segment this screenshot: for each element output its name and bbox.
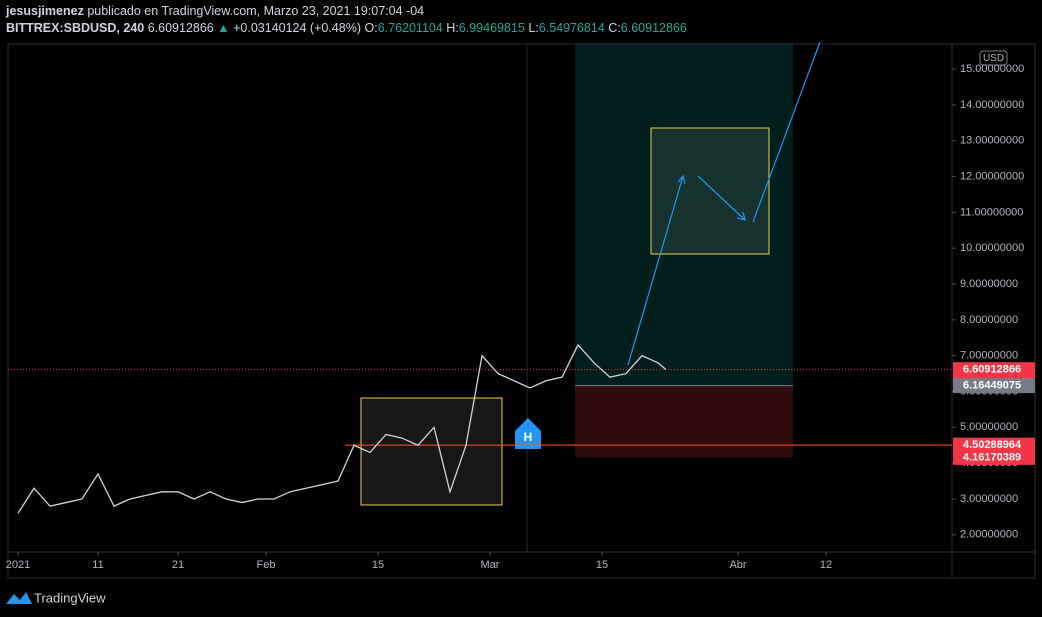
x-tick-label: 12	[820, 559, 832, 571]
last-price: 6.60912866	[148, 21, 214, 35]
ohlc-value: 6.60912866	[621, 21, 687, 35]
logo-text: TradingView	[34, 590, 106, 605]
currency: USD	[983, 53, 1004, 64]
arrow	[627, 174, 686, 366]
y-tick-label: 13.00000000	[960, 135, 1024, 147]
annotation-box	[360, 397, 503, 506]
price-label: 6.16449075	[963, 380, 1021, 392]
target-zone	[575, 44, 793, 386]
arrows	[627, 41, 821, 366]
currency-badge	[979, 50, 1008, 66]
y-tick-label: 8.00000000	[960, 314, 1018, 326]
change: +0.03140124 (+0.48%)	[233, 21, 361, 35]
annotation-box	[650, 127, 770, 255]
y-tick-label: 10.00000000	[960, 242, 1024, 254]
stop-zone	[575, 385, 793, 458]
header-line: BITTREX:SBDUSD, 240 6.60912866 ▲ +0.0314…	[6, 21, 687, 35]
x-tick-label: 15	[372, 559, 384, 571]
price-label-box	[953, 378, 1035, 394]
price-label: 4.16170389	[963, 451, 1021, 463]
published: publicado en TradingView.com, Marzo 23, …	[87, 4, 424, 18]
change-arrow: ▲	[217, 21, 229, 35]
price-label-box	[953, 449, 1035, 465]
y-tick-label: 5.00000000	[960, 421, 1018, 433]
y-tick-label: 7.00000000	[960, 350, 1018, 362]
ohlc-value: 6.54976814	[539, 21, 605, 35]
x-tick-label: 21	[172, 559, 184, 571]
logo-icon	[6, 592, 32, 604]
y-tick-label: 2.00000000	[960, 529, 1018, 541]
y-tick-label: 9.00000000	[960, 278, 1018, 290]
marker: H	[524, 430, 533, 444]
frame	[7, 43, 1036, 579]
price-label: 4.50288964	[963, 439, 1022, 451]
author: jesusjimenez	[5, 4, 84, 18]
x-tick-label: 15	[596, 559, 608, 571]
x-tick-label: 2021	[6, 559, 30, 571]
price-line-series	[17, 343, 667, 514]
header-line: jesusjimenez publicado en TradingView.co…	[5, 4, 424, 18]
x-tick-label: Feb	[257, 559, 276, 571]
price-label-box	[953, 437, 1035, 453]
ohlc-label: L:	[528, 21, 538, 35]
ohlc-value: 6.99469815	[459, 21, 525, 35]
price-label: 6.60912866	[963, 364, 1021, 376]
symbol: BITTREX:SBDUSD, 240	[6, 21, 144, 35]
y-tick-label: 15.00000000	[960, 63, 1024, 75]
y-tick-label: 14.00000000	[960, 99, 1024, 111]
marker-badge	[515, 418, 541, 449]
ohlc-label: O:	[364, 21, 377, 35]
y-tick-label: 11.00000000	[960, 206, 1023, 218]
x-tick-label: Abr	[729, 559, 746, 571]
arrow	[697, 175, 746, 221]
ohlc-value: 6.76201104	[378, 21, 443, 35]
arrow	[752, 41, 821, 223]
ohlc-label: H:	[446, 21, 459, 35]
ohlc-label: C:	[608, 21, 621, 35]
x-tick-label: 11	[92, 559, 103, 571]
y-tick-label: 3.00000000	[960, 493, 1018, 505]
y-tick-label: 12.00000000	[960, 170, 1024, 182]
x-tick-label: Mar	[481, 559, 500, 571]
